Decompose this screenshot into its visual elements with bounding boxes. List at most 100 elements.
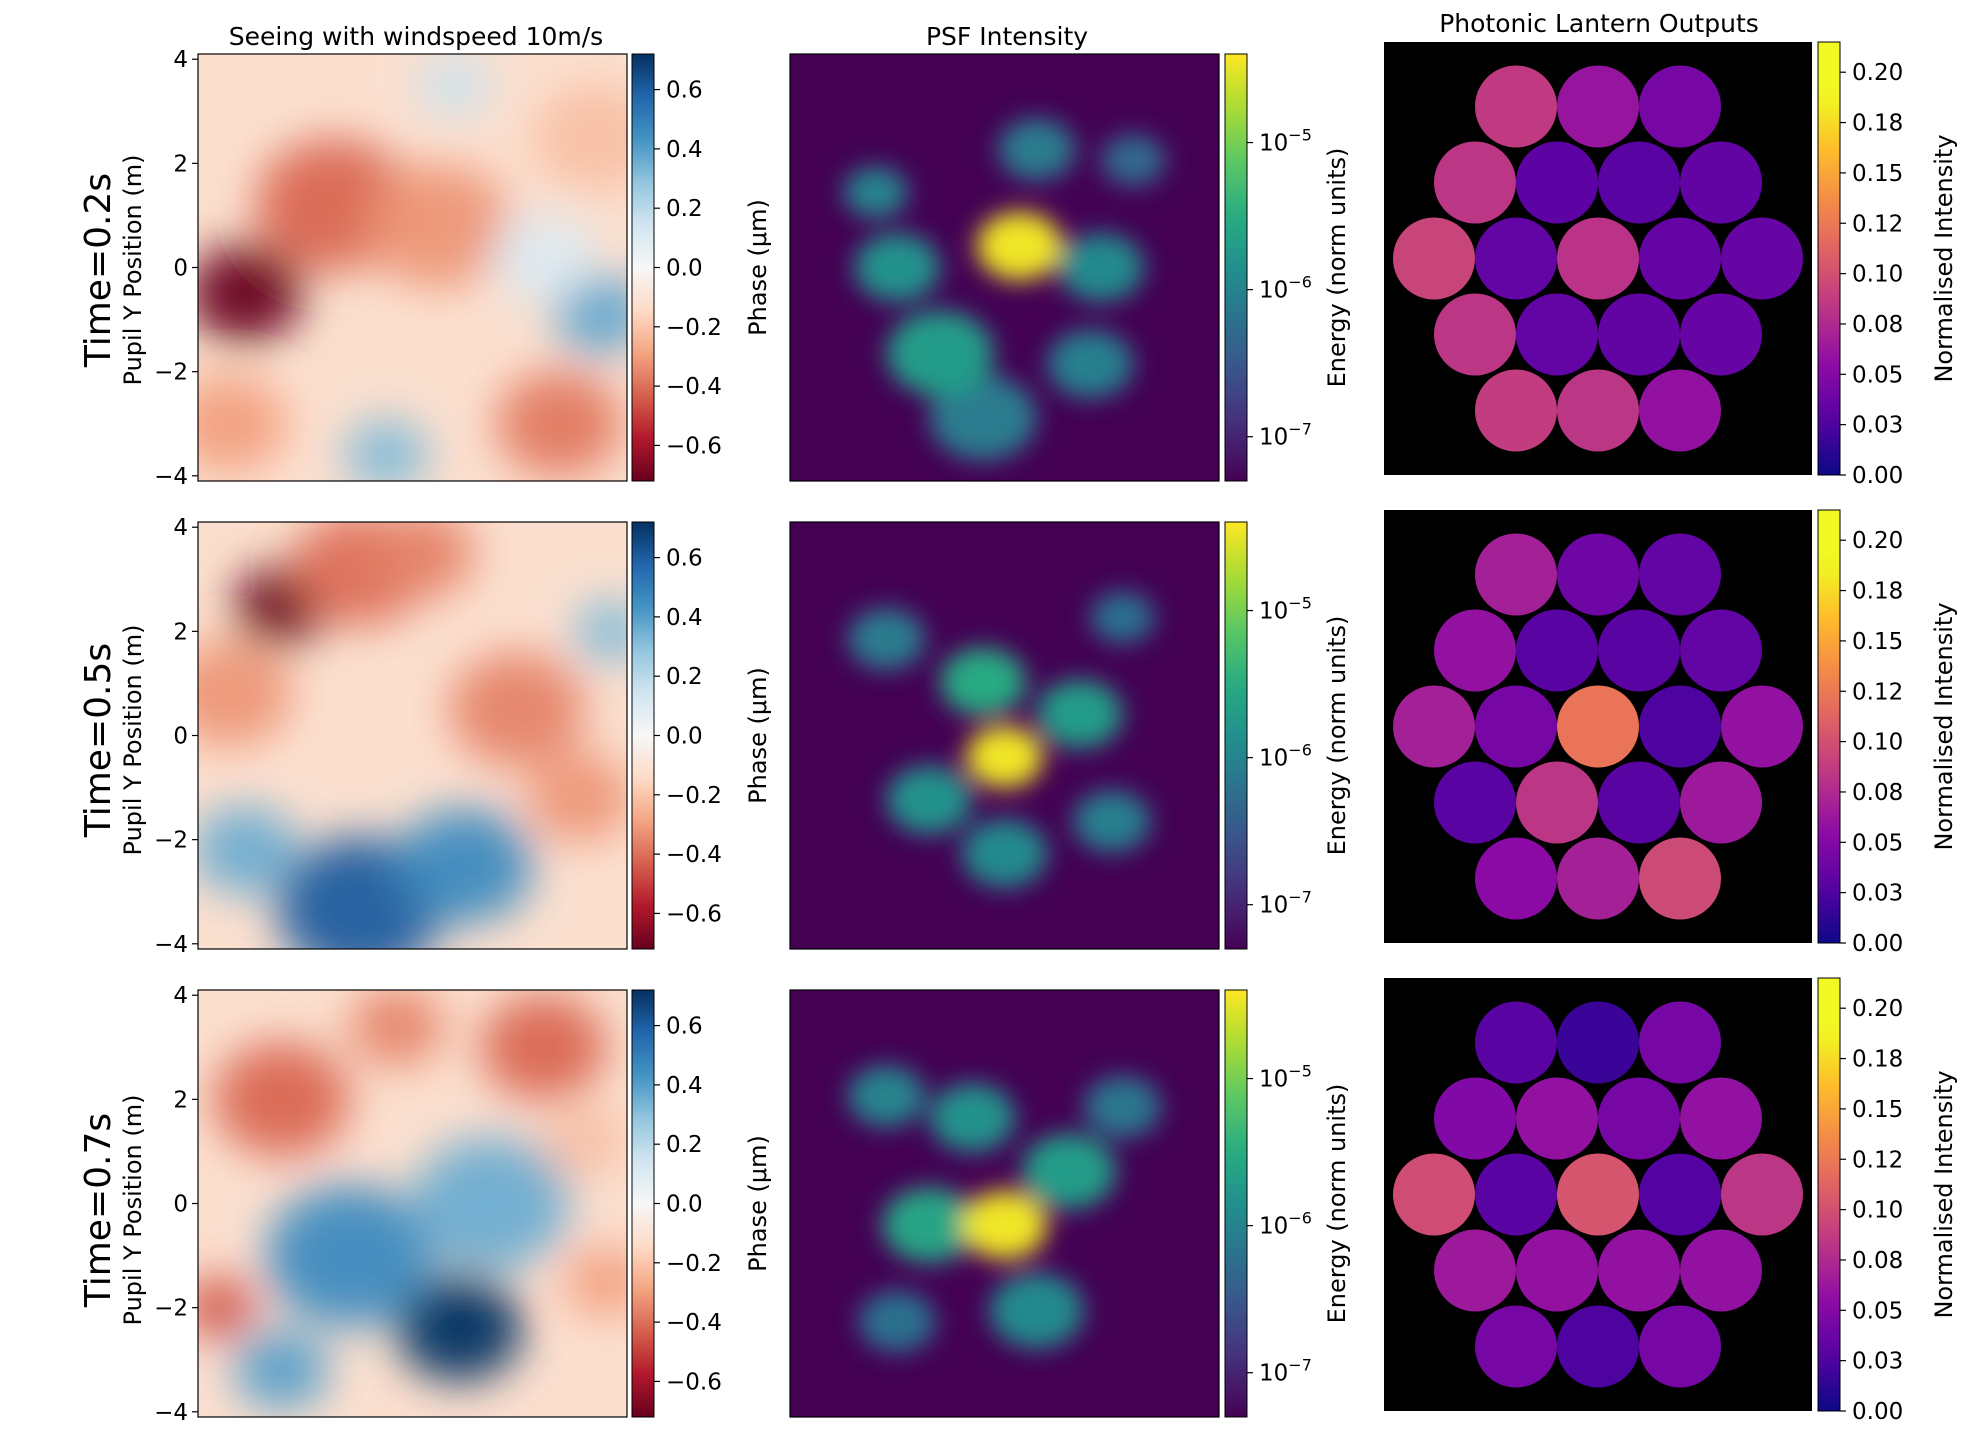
lantern-colorbar-tick-label: 0.20 bbox=[1852, 996, 1903, 1022]
phase-colorbar-tick-label: 0.0 bbox=[666, 724, 703, 750]
lantern-core bbox=[1598, 1077, 1680, 1160]
psf-feature bbox=[886, 310, 994, 397]
phase-colorbar-label: Phase (μm) bbox=[744, 667, 772, 804]
lantern-core bbox=[1434, 141, 1516, 224]
lantern-colorbar-tick-label: 0.15 bbox=[1852, 629, 1903, 655]
phase-feature bbox=[449, 651, 586, 768]
lantern-colorbar-tick-label: 0.03 bbox=[1852, 413, 1903, 439]
phase-ylabel-1: Pupil Y Position (m) bbox=[119, 625, 147, 856]
lantern-colorbar-tick-label: 0.18 bbox=[1852, 111, 1903, 137]
lantern-colorbar-tick-label: 0.03 bbox=[1852, 1349, 1903, 1375]
lantern-core bbox=[1598, 609, 1680, 692]
psf-feature bbox=[1083, 1076, 1162, 1138]
psf-colorbar-label: Energy (norm units) bbox=[1323, 148, 1351, 388]
phase-colorbar-tick-label: 0.4 bbox=[666, 137, 703, 163]
psf-colorbar-label: Energy (norm units) bbox=[1323, 1084, 1351, 1324]
lantern-panel bbox=[1384, 978, 1812, 1411]
lantern-core bbox=[1680, 609, 1762, 692]
lantern-colorbar-tick-label: 0.15 bbox=[1852, 161, 1903, 187]
phase-screen-image bbox=[198, 522, 627, 949]
phase-colorbar-tick-label: −0.6 bbox=[666, 433, 722, 459]
lantern-colorbar-bar bbox=[1817, 977, 1841, 1412]
phase-ytick-label: −4 bbox=[154, 1400, 188, 1426]
psf-colorbar-tick-label: 10−5 bbox=[1259, 594, 1312, 625]
lantern-colorbar-tick-label: 0.10 bbox=[1852, 262, 1903, 288]
phase-feature bbox=[344, 419, 429, 481]
phase-screen-image bbox=[198, 54, 627, 481]
phase-ytick-label: 4 bbox=[173, 515, 188, 541]
psf-colorbar-bar bbox=[1224, 53, 1248, 482]
phase-feature bbox=[496, 370, 622, 477]
lantern-core bbox=[1598, 1229, 1680, 1312]
phase-ytick-label: 0 bbox=[173, 1192, 188, 1218]
lantern-core bbox=[1434, 761, 1516, 844]
phase-colorbar-tick-label: −0.6 bbox=[666, 901, 722, 927]
lantern-colorbar-tick-label: 0.08 bbox=[1852, 312, 1903, 338]
lantern-core bbox=[1557, 217, 1639, 300]
lantern-colorbar-tick-label: 0.12 bbox=[1852, 1147, 1903, 1173]
row-label-time-1: Time=0.5s bbox=[78, 643, 119, 838]
phase-feature bbox=[213, 1041, 350, 1157]
phase-colorbar-bar bbox=[631, 53, 655, 482]
psf-colorbar-tick-label: 10−5 bbox=[1259, 1062, 1312, 1093]
phase-feature bbox=[396, 1275, 523, 1382]
lantern-core bbox=[1475, 369, 1557, 452]
phase-ylabel-0: Pupil Y Position (m) bbox=[119, 155, 147, 386]
lantern-core bbox=[1393, 217, 1475, 300]
lantern-core bbox=[1434, 609, 1516, 692]
row-label-time-2: Time=0.7s bbox=[78, 1113, 119, 1308]
lantern-colorbar-label: Normalised Intensity bbox=[1930, 602, 1958, 850]
phase-feature bbox=[266, 1184, 434, 1327]
lantern-core bbox=[1516, 1077, 1598, 1160]
lantern-colorbar-label: Normalised Intensity bbox=[1930, 1070, 1958, 1318]
phase-feature bbox=[370, 522, 476, 598]
lantern-core bbox=[1598, 761, 1680, 844]
lantern-colorbar-tick-label: 0.20 bbox=[1852, 60, 1903, 86]
phase-colorbar-tick-label: −0.2 bbox=[666, 1251, 722, 1277]
figure-row-0: −4 −2 0 2 4 −0.6 −0.4 −0.2 0.0 0.2 0.4 0.6 Phase (μm… bbox=[154, 41, 1958, 490]
lantern-core bbox=[1516, 761, 1598, 844]
phase-colorbar-label: Phase (μm) bbox=[744, 1135, 772, 1272]
phase-ytick-label: −4 bbox=[154, 464, 188, 490]
phase-ylabel-2: Pupil Y Position (m) bbox=[119, 1095, 147, 1326]
phase-feature bbox=[543, 1105, 627, 1177]
lantern-core bbox=[1475, 1305, 1557, 1388]
phase-ytick-label: 2 bbox=[173, 1087, 188, 1113]
phase-screen-panel: −4 −2 0 2 4 bbox=[154, 515, 628, 958]
psf-feature bbox=[940, 647, 1026, 717]
psf-feature bbox=[1036, 679, 1123, 749]
lantern-core bbox=[1475, 1153, 1557, 1236]
psf-feature bbox=[976, 211, 1063, 281]
psf-feature bbox=[929, 374, 1037, 461]
phase-feature bbox=[574, 600, 627, 663]
phase-ytick-label: 2 bbox=[173, 619, 188, 645]
phase-feature bbox=[417, 54, 491, 117]
phase-feature bbox=[198, 805, 298, 895]
psf-feature bbox=[847, 608, 926, 670]
phase-ytick-label: 0 bbox=[173, 256, 188, 282]
psf-feature bbox=[961, 819, 1048, 888]
phase-colorbar-tick-label: 0.6 bbox=[666, 78, 703, 104]
psf-panel bbox=[789, 521, 1220, 950]
lantern-colorbar-tick-label: 0.18 bbox=[1852, 1047, 1903, 1073]
lantern-core bbox=[1721, 1153, 1803, 1236]
lantern-panel bbox=[1384, 510, 1812, 943]
psf-frame bbox=[789, 989, 1220, 1418]
phase-feature bbox=[396, 808, 533, 924]
phase-feature bbox=[412, 1137, 570, 1270]
lantern-core bbox=[1434, 1077, 1516, 1160]
psf-feature bbox=[1073, 790, 1151, 853]
lantern-core bbox=[1639, 369, 1721, 452]
psf-colorbar-tick-label: 10−7 bbox=[1259, 420, 1312, 451]
row-labels: Time=0.2s Time=0.5s Time=0.7s Pupil Y Po… bbox=[78, 155, 147, 1326]
psf-panel bbox=[789, 989, 1220, 1418]
phase-ytick-label: −4 bbox=[154, 932, 188, 958]
lantern-core bbox=[1680, 761, 1762, 844]
psf-colorbar: 10−7 10−6 10−5 Energy (norm units) bbox=[1224, 521, 1351, 950]
psf-colorbar-tick-label: 10−7 bbox=[1259, 1356, 1312, 1387]
lantern-core bbox=[1434, 1229, 1516, 1312]
phase-colorbar-tick-label: −0.2 bbox=[666, 783, 722, 809]
psf-feature bbox=[998, 118, 1076, 181]
lantern-colorbar-tick-label: 0.10 bbox=[1852, 730, 1903, 756]
lantern-core bbox=[1516, 609, 1598, 692]
